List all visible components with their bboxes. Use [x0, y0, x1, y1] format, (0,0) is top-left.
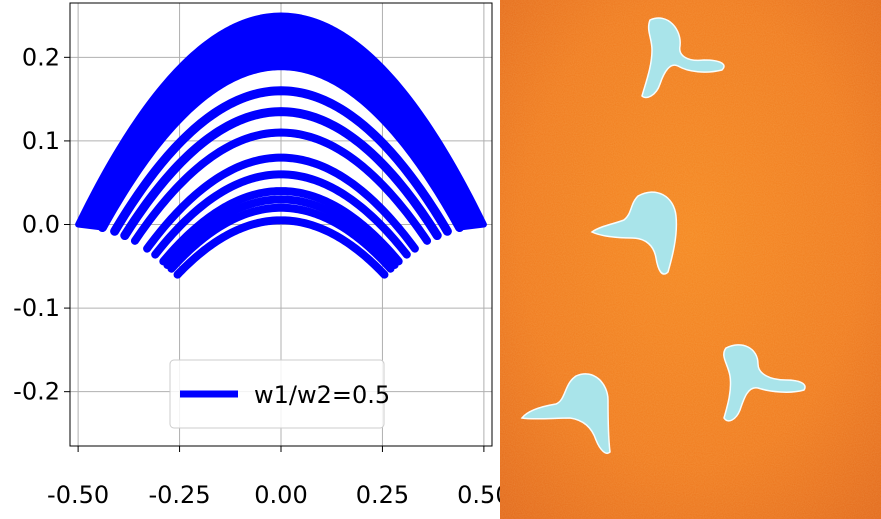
x-tick-label: 0.25 — [356, 481, 409, 509]
legend-box — [169, 359, 385, 429]
series-arc — [110, 86, 452, 236]
series-arc — [159, 187, 403, 266]
series-arc — [143, 153, 419, 253]
series-arc — [120, 107, 442, 241]
x-tick-label: 0.00 — [254, 481, 307, 509]
series-layer — [75, 12, 487, 279]
x-tick-label: 0.50 — [457, 481, 500, 509]
series-arc — [173, 216, 389, 279]
y-tick-label: 0.2 — [22, 43, 60, 71]
chart-panel: -0.50-0.250.000.250.50-0.2-0.10.00.10.2 … — [13, 2, 500, 509]
y-tick-label: 0.0 — [22, 211, 60, 239]
chart-svg: -0.50-0.250.000.250.50-0.2-0.10.00.10.2 … — [13, 2, 500, 509]
series-arc — [97, 61, 465, 233]
legend-label: w1/w2=0.5 — [254, 381, 390, 409]
cutout-shape-4 — [723, 344, 806, 422]
series-arc — [151, 170, 411, 259]
photo-texture — [500, 0, 881, 519]
cutout-shape-1 — [641, 17, 725, 99]
y-tick-label: 0.1 — [22, 127, 60, 155]
photo-panel — [500, 0, 881, 519]
series-arc — [130, 128, 432, 245]
cutout-shape-3 — [520, 373, 611, 454]
cutout-shape-2 — [590, 191, 678, 275]
x-tick-label: -0.50 — [47, 481, 109, 509]
y-tick-label: -0.2 — [13, 378, 60, 406]
series-arc — [167, 203, 395, 273]
y-tick-label: -0.1 — [13, 294, 60, 322]
series-arc — [163, 195, 399, 269]
ticks: -0.50 -0.25 0.00 0.25 0.50 -0.2 -0.1 0.0 0.1 0.2 — [13, 43, 500, 509]
x-tick-label: -0.25 — [149, 481, 211, 509]
legend: w1/w2=0.5 — [169, 359, 390, 429]
photo-svg — [500, 0, 881, 519]
